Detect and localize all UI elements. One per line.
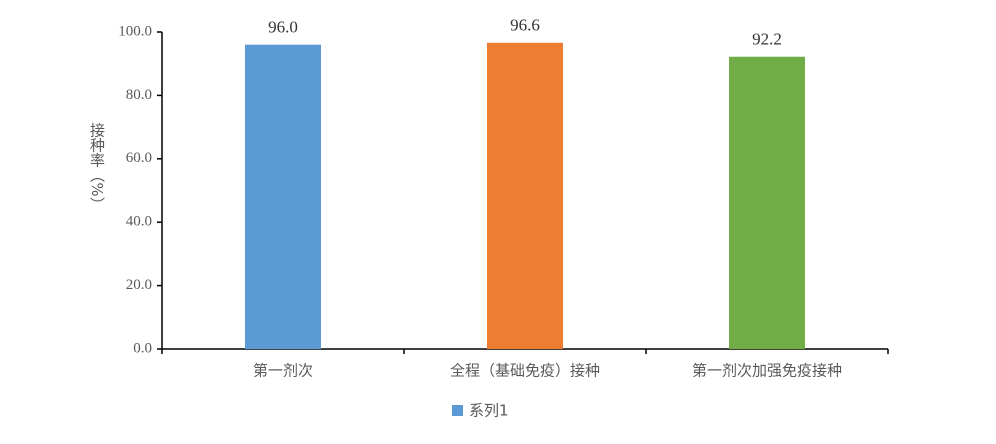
y-tick-label: 60.0 [126,150,152,166]
data-label: 96.0 [268,18,298,37]
bar [245,44,321,350]
y-tick-label: 100.0 [118,23,152,39]
bar [729,56,805,349]
legend-swatch [452,405,463,416]
data-label: 92.2 [752,30,782,49]
bar [487,42,563,349]
data-label: 96.6 [510,16,540,35]
y-tick-label: 80.0 [126,87,152,103]
x-tick-label: 第一剂次加强免疫接种 [692,362,842,380]
x-tick-label: 第一剂次 [253,362,313,380]
y-tick-label: 40.0 [126,214,152,230]
y-axis-label: 接种率（%） [88,122,106,211]
y-tick-label: 0.0 [133,340,152,356]
legend-label: 系列1 [469,402,509,420]
x-tick-label: 全程（基础免疫）接种 [450,362,600,380]
y-tick-label: 20.0 [126,277,152,293]
